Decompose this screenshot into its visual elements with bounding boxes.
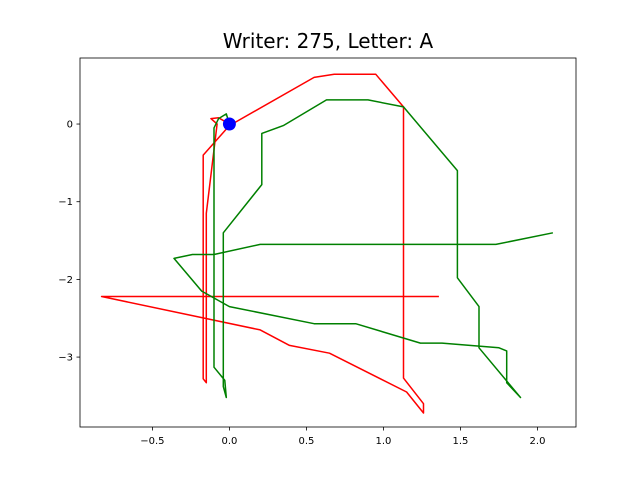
x-tick-label: 2.0 — [530, 436, 546, 447]
chart-title: Writer: 275, Letter: A — [223, 29, 434, 53]
series-line-2 — [173, 99, 554, 399]
x-tick-label: 0.5 — [298, 436, 314, 447]
axes-frame — [79, 57, 577, 428]
y-axis: 0 −1 −2 −3 — [58, 120, 80, 364]
y-tick-label: −3 — [58, 353, 73, 364]
x-axis: −0.5 0.0 0.5 1.0 1.5 2.0 — [140, 427, 545, 447]
plot-area — [79, 57, 577, 428]
x-tick-label: 1.0 — [376, 436, 392, 447]
y-tick-label: −2 — [58, 275, 73, 286]
start-point-marker — [222, 117, 236, 131]
x-tick-label: 1.5 — [453, 436, 469, 447]
series-layer — [100, 73, 554, 414]
x-tick-label: −0.5 — [140, 436, 164, 447]
y-tick-label: 0 — [67, 120, 73, 131]
x-tick-label: 0.0 — [221, 436, 237, 447]
series-line-1 — [100, 73, 439, 414]
y-tick-label: −1 — [58, 197, 73, 208]
